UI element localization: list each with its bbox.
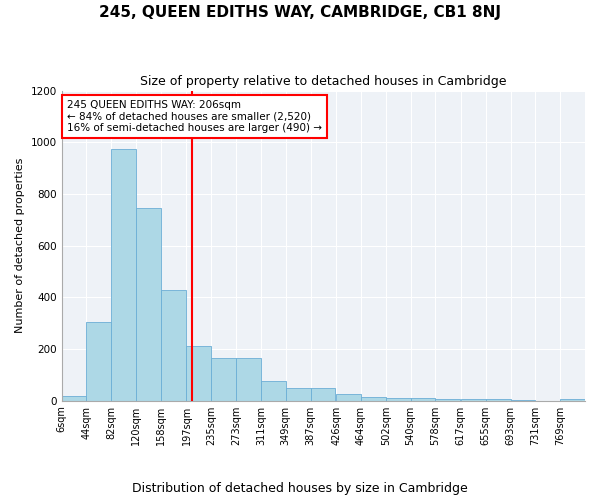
- Title: Size of property relative to detached houses in Cambridge: Size of property relative to detached ho…: [140, 75, 506, 88]
- Bar: [136, 208, 161, 401]
- Bar: [86, 322, 112, 401]
- Bar: [286, 388, 311, 401]
- Bar: [560, 398, 585, 401]
- Bar: [485, 398, 511, 401]
- Bar: [361, 397, 386, 401]
- Bar: [336, 394, 361, 401]
- Bar: [461, 398, 485, 401]
- Text: Distribution of detached houses by size in Cambridge: Distribution of detached houses by size …: [132, 482, 468, 495]
- Bar: [236, 358, 261, 401]
- Bar: [386, 398, 410, 401]
- Bar: [187, 346, 211, 401]
- Text: 245 QUEEN EDITHS WAY: 206sqm
← 84% of detached houses are smaller (2,520)
16% of: 245 QUEEN EDITHS WAY: 206sqm ← 84% of de…: [67, 100, 322, 133]
- Text: 245, QUEEN EDITHS WAY, CAMBRIDGE, CB1 8NJ: 245, QUEEN EDITHS WAY, CAMBRIDGE, CB1 8N…: [99, 5, 501, 20]
- Bar: [261, 382, 286, 401]
- Bar: [62, 396, 86, 401]
- Bar: [410, 398, 436, 401]
- Bar: [311, 388, 335, 401]
- Bar: [211, 358, 236, 401]
- Bar: [436, 398, 460, 401]
- Bar: [511, 400, 535, 401]
- Bar: [161, 290, 186, 401]
- Bar: [112, 148, 136, 401]
- Y-axis label: Number of detached properties: Number of detached properties: [15, 158, 25, 334]
